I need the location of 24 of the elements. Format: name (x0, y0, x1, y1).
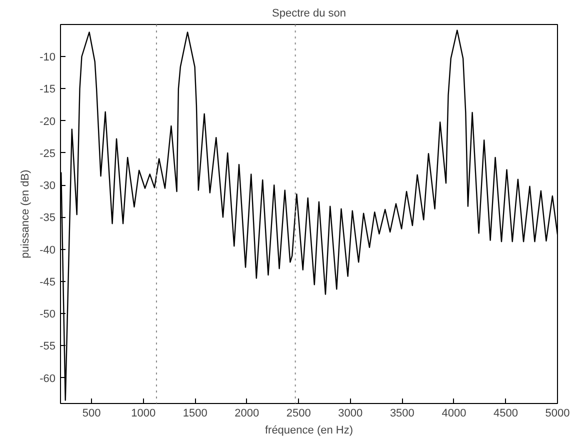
x-tick-label: 1500 (182, 408, 208, 420)
y-tick-label: -10 (40, 52, 56, 64)
y-tick-label: -55 (40, 340, 56, 353)
y-tick-label: -35 (40, 212, 56, 224)
x-tick-label: 4000 (442, 408, 466, 420)
x-axis-title: fréquence (en Hz) (264, 424, 354, 436)
x-tick-label: 4500 (493, 408, 518, 420)
x-tick-label: 2500 (286, 408, 311, 420)
x-tick-label: 2000 (234, 408, 260, 420)
y-tick-label: -25 (40, 148, 56, 160)
chart-title: Spectre du son (272, 8, 346, 20)
x-tick-label: 1000 (131, 408, 156, 420)
y-tick-label: -40 (40, 244, 56, 256)
y-tick-label: -20 (40, 116, 56, 128)
x-tick-label: 5000 (545, 408, 570, 420)
y-axis-title: puissance (en dB) (20, 170, 32, 258)
y-tick-label: -45 (40, 276, 56, 288)
y-tick-label: -60 (40, 372, 56, 385)
x-tick-label: 3500 (390, 408, 414, 420)
y-tick-label: -15 (40, 84, 56, 96)
y-tick-label: -30 (40, 180, 56, 192)
x-tick-label: 3000 (338, 408, 363, 420)
y-tick-label: -50 (40, 308, 56, 321)
x-tick-label: 500 (82, 408, 101, 420)
